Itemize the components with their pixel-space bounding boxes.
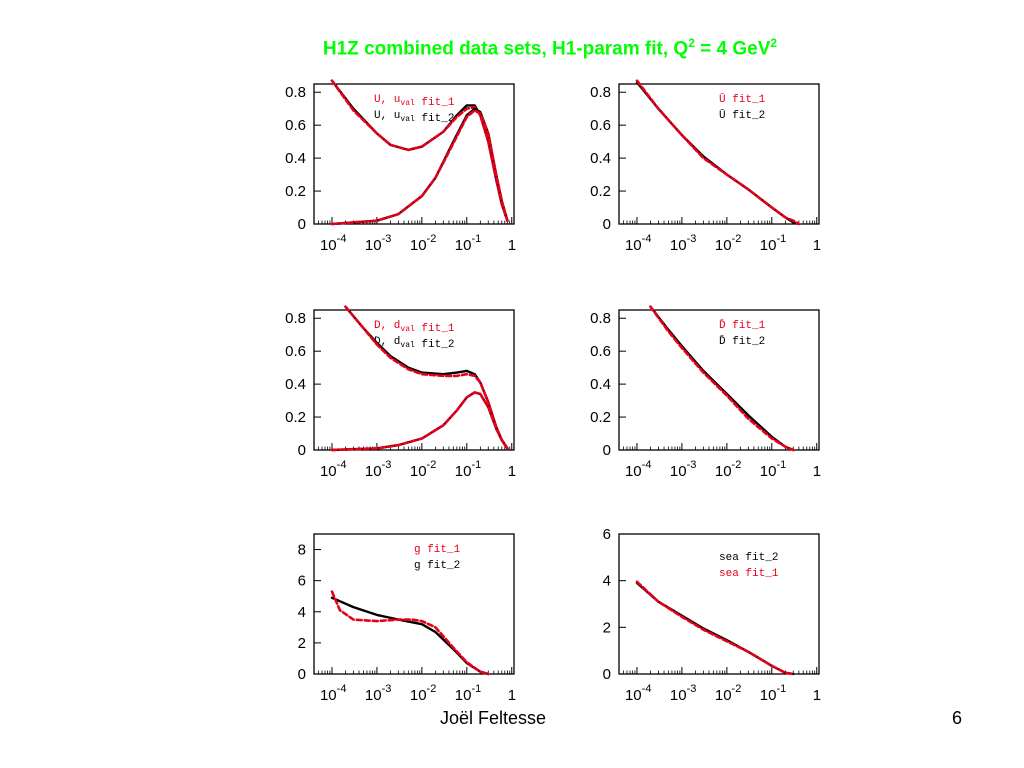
series-line-fit-1 bbox=[649, 305, 795, 452]
legend-entry: g fit_2 bbox=[414, 560, 460, 572]
x-tick-label: 10-1 bbox=[455, 683, 481, 704]
plot-frame bbox=[618, 533, 820, 675]
title-text: H1Z combined data sets, H1-param fit, Q bbox=[322, 38, 689, 60]
x-tick-label: 10-4 bbox=[625, 459, 651, 480]
y-tick-label: 6 bbox=[603, 526, 611, 543]
legend-entry: U, uval fit_1 bbox=[374, 94, 455, 109]
x-tick-label: 1 bbox=[813, 463, 821, 480]
x-tick-label: 1 bbox=[813, 237, 821, 254]
legend-entry: Ū fit_2 bbox=[719, 109, 765, 122]
y-tick-label: 0.2 bbox=[285, 409, 306, 426]
x-tick-label: 10-3 bbox=[670, 683, 696, 704]
y-tick-label: 0.8 bbox=[590, 84, 611, 101]
y-tick-label: 6 bbox=[298, 573, 306, 590]
x-tick-label: 10-2 bbox=[410, 683, 436, 704]
plot-frame bbox=[313, 309, 515, 451]
x-tick-label: 10-4 bbox=[320, 233, 346, 254]
chart-panel-d-dval: 0 0.2 0.4 0.6 0.8 10-4 10-3 10-2 10-1 1 D, dval fi… bbox=[285, 305, 516, 480]
x-tick-label: 10-3 bbox=[670, 233, 696, 254]
x-tick-label: 10-2 bbox=[715, 233, 741, 254]
plot-frame bbox=[618, 83, 820, 225]
x-tick-label: 10-1 bbox=[455, 233, 481, 254]
legend-entry: g fit_1 bbox=[414, 544, 461, 556]
chart-panel-ubar: 0 0.2 0.4 0.6 0.8 10-4 10-3 10-2 10-1 1 Ū fit_1 Ū f… bbox=[590, 79, 821, 254]
x-tick-label: 10-1 bbox=[760, 459, 786, 480]
legend-entry: D, dval fit_1 bbox=[374, 320, 455, 335]
chart-panel-dbar: 0 0.2 0.4 0.6 0.8 10-4 10-3 10-2 10-1 1 D̄ fit_1 D̄… bbox=[590, 305, 821, 480]
slide-title: H1Z combined data sets, H1-param fit, Q2… bbox=[230, 36, 870, 60]
x-tick-label: 1 bbox=[813, 687, 821, 704]
chart-panel-u-uval: 0 0.2 0.4 0.6 0.8 10-4 10-3 10-2 10-1 1 U, uval fi… bbox=[285, 79, 516, 254]
x-tick-label: 1 bbox=[508, 237, 516, 254]
series-line-fit-1 bbox=[330, 590, 490, 676]
y-tick-label: 2 bbox=[298, 635, 306, 652]
series-line-fit-1 bbox=[330, 109, 509, 226]
legend-entry: Ū fit_1 bbox=[719, 93, 766, 106]
footer-author: Joël Feltesse bbox=[440, 708, 547, 728]
legend-entry: D̄ fit_1 bbox=[719, 319, 766, 332]
y-tick-label: 0 bbox=[603, 216, 611, 233]
x-tick-label: 1 bbox=[508, 463, 516, 480]
legend-entry: U, uval fit_2 bbox=[374, 110, 454, 125]
y-tick-label: 0.4 bbox=[590, 376, 611, 393]
legend-entry: sea fit_2 bbox=[719, 552, 778, 564]
y-tick-label: 4 bbox=[298, 604, 306, 621]
y-tick-label: 0.6 bbox=[285, 117, 306, 134]
series-line-fit-1 bbox=[635, 580, 795, 676]
y-tick-label: 0.4 bbox=[285, 150, 306, 167]
y-tick-label: 0.6 bbox=[590, 117, 611, 134]
y-tick-label: 2 bbox=[603, 619, 611, 636]
x-tick-label: 10-4 bbox=[320, 683, 346, 704]
x-tick-label: 10-1 bbox=[760, 683, 786, 704]
y-tick-label: 0.8 bbox=[285, 310, 306, 327]
y-tick-label: 0.4 bbox=[285, 376, 306, 393]
y-tick-label: 8 bbox=[298, 542, 306, 559]
y-tick-label: 4 bbox=[603, 573, 611, 590]
legend-entry: D̄ fit_2 bbox=[719, 335, 765, 348]
y-tick-label: 0.2 bbox=[590, 409, 611, 426]
page-number: 6 bbox=[952, 708, 963, 728]
title-text-2: = 4 GeV bbox=[694, 38, 771, 60]
y-tick-label: 0 bbox=[603, 442, 611, 459]
x-tick-label: 10-4 bbox=[625, 233, 651, 254]
plot-frame bbox=[618, 309, 820, 451]
x-tick-label: 10-3 bbox=[365, 683, 391, 704]
x-tick-label: 10-2 bbox=[410, 459, 436, 480]
y-tick-label: 0.6 bbox=[285, 343, 306, 360]
y-tick-label: 0 bbox=[298, 442, 306, 459]
series-line-fit-1 bbox=[635, 79, 801, 226]
x-tick-label: 10-1 bbox=[760, 233, 786, 254]
y-tick-label: 0.8 bbox=[285, 84, 306, 101]
title-exponent-2: 2 bbox=[770, 36, 778, 50]
y-tick-label: 0.2 bbox=[285, 183, 306, 200]
chart-panel-gluon: 0 2 4 6 8 10-4 10-3 10-2 10-1 1 g fit_1g fit_2 bbox=[298, 533, 516, 704]
series-line-fit-1 bbox=[330, 391, 509, 452]
x-tick-label: 10-2 bbox=[715, 683, 741, 704]
x-tick-label: 10-3 bbox=[365, 459, 391, 480]
y-tick-label: 0 bbox=[603, 666, 611, 683]
title-exponent: 2 bbox=[688, 36, 695, 50]
y-tick-label: 0.4 bbox=[590, 150, 611, 167]
legend-entry: sea fit_1 bbox=[719, 568, 779, 580]
y-tick-label: 0.8 bbox=[590, 310, 611, 327]
y-tick-label: 0.6 bbox=[590, 343, 611, 360]
x-tick-label: 10-1 bbox=[455, 459, 481, 480]
x-tick-label: 1 bbox=[508, 687, 516, 704]
x-tick-label: 10-3 bbox=[670, 459, 696, 480]
x-tick-label: 10-2 bbox=[410, 233, 436, 254]
y-tick-label: 0 bbox=[298, 666, 306, 683]
x-tick-label: 10-3 bbox=[365, 233, 391, 254]
y-tick-label: 0.2 bbox=[590, 183, 611, 200]
x-tick-label: 10-2 bbox=[715, 459, 741, 480]
x-tick-label: 10-4 bbox=[320, 459, 346, 480]
y-tick-label: 0 bbox=[298, 216, 306, 233]
x-tick-label: 10-4 bbox=[625, 683, 651, 704]
